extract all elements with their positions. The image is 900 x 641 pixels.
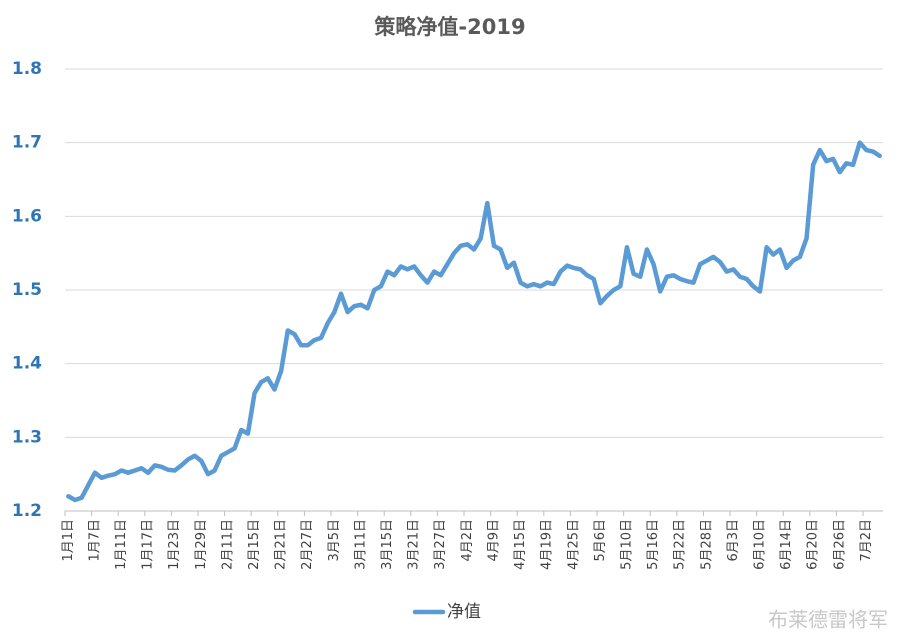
x-tick-label: 1月23日 (167, 519, 182, 570)
x-tick-label: 5月16日 (646, 519, 661, 570)
x-tick-label: 3月27日 (433, 519, 448, 570)
y-tick-label: 1.5 (12, 280, 42, 300)
x-tick-label: 2月15日 (247, 519, 262, 570)
x-tick-label: 6月20日 (806, 519, 821, 570)
x-tick-label: 3月5日 (327, 519, 342, 562)
x-tick-label: 4月19日 (540, 519, 555, 570)
x-tick-label: 6月10日 (752, 519, 767, 570)
x-tick-label: 6月3日 (726, 519, 741, 562)
x-tick-label: 3月15日 (380, 519, 395, 570)
x-tick-label: 2月27日 (300, 519, 315, 570)
y-tick-label: 1.4 (12, 354, 42, 374)
x-tick-label: 1月29日 (194, 519, 209, 570)
watermark: 布莱德雷将军 (768, 608, 888, 632)
data-line (66, 140, 882, 503)
x-tick-label: 2月21日 (274, 519, 289, 570)
x-tick-label: 4月15日 (513, 519, 528, 570)
y-tick-label: 1.8 (12, 59, 42, 79)
x-tick-label: 1月1日 (61, 519, 76, 562)
y-tick-label: 1.2 (12, 501, 42, 521)
x-tick-label: 5月10日 (619, 519, 634, 570)
x-tick-label: 3月21日 (407, 519, 422, 570)
x-tick-label: 5月6日 (593, 519, 608, 562)
x-tick-label: 4月25日 (566, 519, 581, 570)
y-tick-label: 1.7 (12, 133, 42, 153)
x-tick-label: 3月11日 (353, 519, 368, 570)
x-tick-label: 5月22日 (673, 519, 688, 570)
legend-label: 净值 (447, 602, 481, 622)
x-tick-label: 6月26日 (832, 519, 847, 570)
x-tick-label: 1月7日 (87, 519, 102, 562)
x-tick-label: 5月28日 (699, 519, 714, 570)
x-tick-label: 1月17日 (141, 519, 156, 570)
y-tick-label: 1.3 (12, 427, 42, 447)
x-tick-label: 7月2日 (859, 519, 874, 562)
x-tick-label: 4月2日 (460, 519, 475, 562)
chart-title: 策略净值-2019 (374, 15, 525, 39)
x-tick-label: 6月14日 (779, 519, 794, 570)
y-tick-label: 1.6 (12, 206, 42, 226)
x-tick-label: 2月11日 (220, 519, 235, 570)
x-tick-label: 4月9日 (486, 519, 501, 562)
x-tick-label: 1月11日 (114, 519, 129, 570)
